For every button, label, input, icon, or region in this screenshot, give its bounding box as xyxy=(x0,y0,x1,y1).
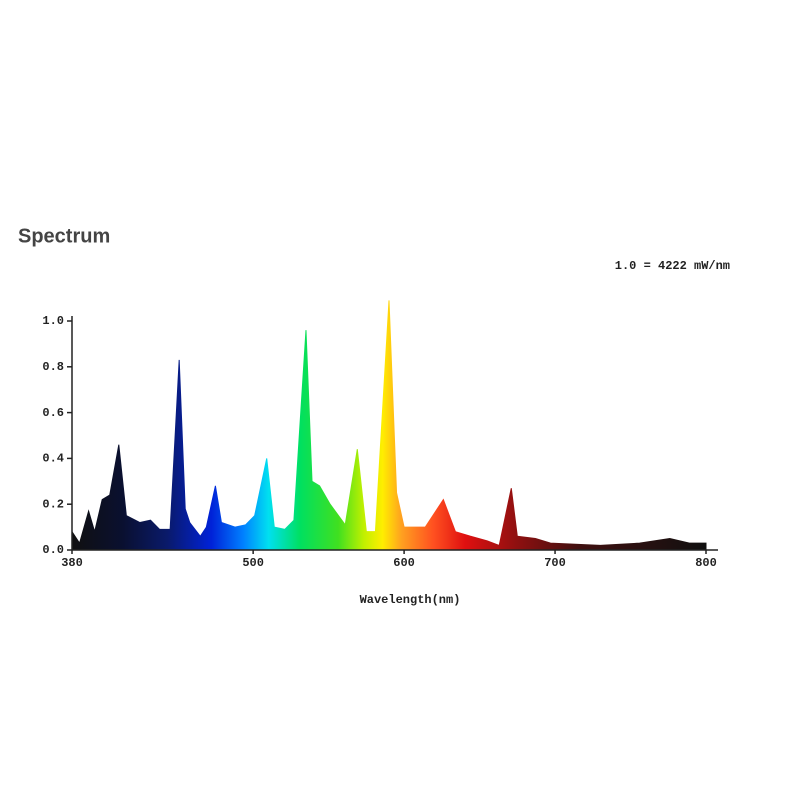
spectrum-area xyxy=(71,300,707,551)
y-tick-label: 0.0 xyxy=(42,543,64,557)
y-tick-label: 0.6 xyxy=(42,406,64,420)
y-tick-label: 0.8 xyxy=(42,360,64,374)
x-tick-label: 600 xyxy=(393,556,415,570)
y-tick-label: 0.2 xyxy=(42,497,64,511)
x-tick-label: 500 xyxy=(242,556,264,570)
x-tick-label: 380 xyxy=(61,556,83,570)
y-tick-label: 0.4 xyxy=(42,452,64,466)
annotation: 1.0 = 4222 mW/nm xyxy=(615,259,730,273)
x-axis-label: Wavelength(nm) xyxy=(360,593,461,607)
x-tick-label: 800 xyxy=(695,556,717,570)
chart-title: Spectrum xyxy=(18,225,110,247)
y-tick-label: 1.0 xyxy=(42,314,64,328)
x-tick-label: 700 xyxy=(544,556,566,570)
